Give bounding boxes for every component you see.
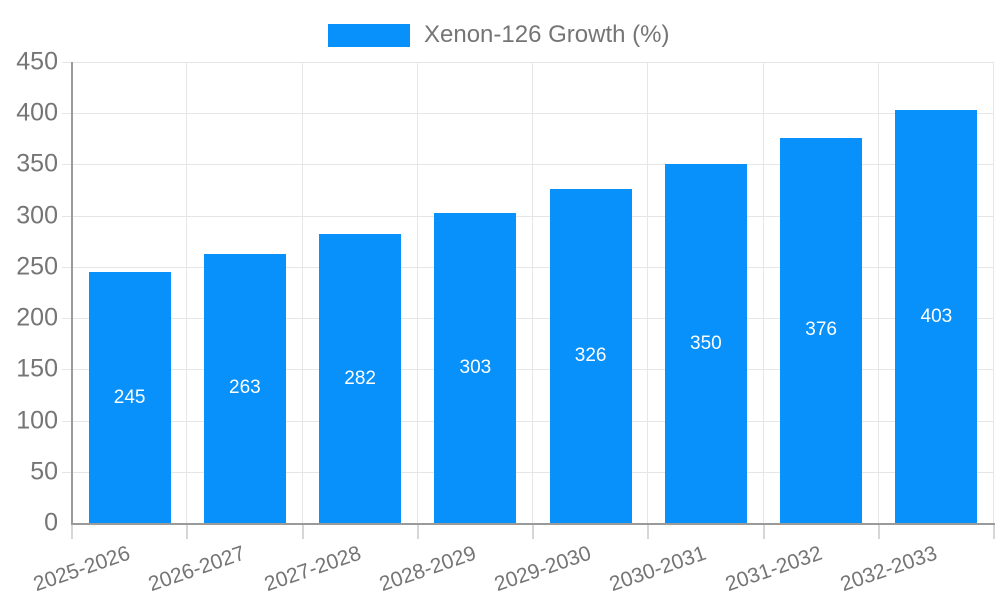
y-axis-label: 250 xyxy=(16,252,58,281)
grid-line-horizontal xyxy=(62,164,994,166)
grid-line-vertical xyxy=(647,62,649,523)
x-axis-label: 2030-2031 xyxy=(607,541,710,597)
bar[interactable]: 263 xyxy=(203,253,286,523)
grid-line-vertical xyxy=(532,62,533,523)
bar[interactable]: 376 xyxy=(780,137,863,523)
x-axis-label: 2029-2030 xyxy=(491,541,595,597)
grid-line-horizontal xyxy=(62,113,994,115)
bar[interactable]: 350 xyxy=(664,164,747,523)
legend-swatch-icon xyxy=(328,23,410,47)
grid-line-vertical xyxy=(301,62,303,523)
x-axis-tick xyxy=(993,525,995,539)
bar-value-label: 303 xyxy=(459,356,492,378)
x-axis-tick xyxy=(301,525,304,539)
x-axis-label: 2027-2028 xyxy=(261,541,364,597)
x-axis-tick xyxy=(647,525,650,539)
x-axis-tick xyxy=(877,525,880,539)
grid-line-horizontal xyxy=(62,266,994,268)
y-axis-label: 450 xyxy=(16,47,58,76)
grid-line-vertical xyxy=(877,62,879,523)
y-axis-label: 0 xyxy=(44,508,58,537)
y-axis-label: 200 xyxy=(16,303,58,332)
grid-line-vertical xyxy=(186,62,188,523)
grid-line-horizontal xyxy=(62,369,994,371)
x-axis-line xyxy=(71,523,995,525)
plot-area: 245 263 282 303 326 350 376 403 xyxy=(62,62,994,523)
legend-label: Xenon-126 Growth (%) xyxy=(424,21,670,48)
bar[interactable]: 403 xyxy=(895,110,978,523)
legend-item[interactable]: Xenon-126 Growth (%) xyxy=(328,21,669,49)
y-axis-label: 150 xyxy=(16,354,58,383)
x-axis-tick xyxy=(416,525,419,539)
x-axis-tick xyxy=(186,525,189,539)
grid-line-horizontal xyxy=(62,420,994,422)
y-axis-label: 350 xyxy=(16,149,58,178)
x-axis-label: 2031-2032 xyxy=(722,541,825,597)
x-axis-label: 2028-2029 xyxy=(376,541,479,597)
y-axis-label: 300 xyxy=(16,201,58,230)
grid-line-vertical xyxy=(416,62,418,523)
grid-line-vertical xyxy=(762,62,764,523)
grid-line-vertical xyxy=(993,62,994,523)
y-axis-label: 50 xyxy=(30,457,58,486)
grid-line-horizontal xyxy=(62,318,994,320)
bar[interactable]: 282 xyxy=(319,234,402,523)
x-axis-tick xyxy=(532,525,534,539)
bar[interactable]: 245 xyxy=(88,272,171,523)
grid-line-horizontal xyxy=(62,471,994,473)
bar-value-label: 282 xyxy=(344,367,376,389)
bar-value-label: 245 xyxy=(113,386,146,408)
y-axis-label: 100 xyxy=(16,406,58,435)
bar-value-label: 403 xyxy=(920,305,953,327)
bar-value-label: 350 xyxy=(690,332,722,354)
x-axis-label: 2025-2026 xyxy=(30,541,134,597)
bar-value-label: 326 xyxy=(574,345,607,367)
bar[interactable]: 303 xyxy=(434,212,517,523)
y-axis-label: 400 xyxy=(16,98,58,127)
y-axis-line xyxy=(71,62,73,523)
x-axis-tick xyxy=(71,525,73,539)
grid-line-horizontal xyxy=(62,62,994,63)
bar-value-label: 263 xyxy=(229,377,261,399)
x-axis-label: 2032-2033 xyxy=(837,541,940,597)
bar[interactable]: 326 xyxy=(549,189,632,523)
bar-value-label: 376 xyxy=(805,319,837,341)
x-axis-label: 2026-2027 xyxy=(146,541,249,597)
grid-line-horizontal xyxy=(62,215,994,217)
x-axis-tick xyxy=(762,525,765,539)
